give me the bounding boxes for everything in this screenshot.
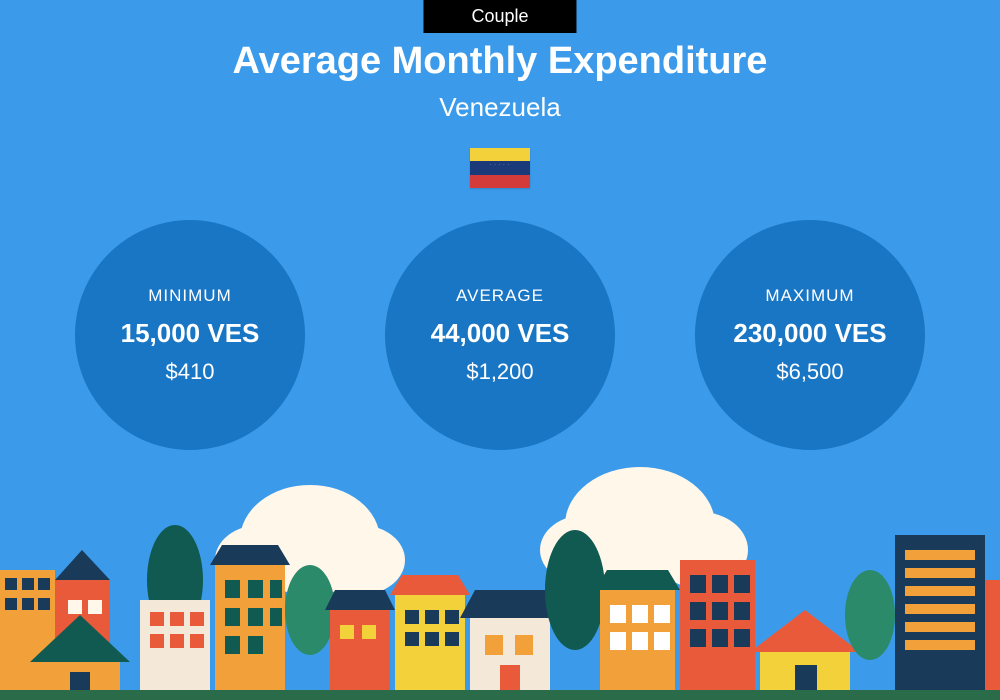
stat-label: AVERAGE (456, 286, 544, 306)
flag-stars: · · · · · (470, 163, 530, 167)
flag-stripe-yellow (470, 148, 530, 161)
page-title: Average Monthly Expenditure (0, 40, 1000, 83)
country-subtitle: Venezuela (0, 92, 1000, 123)
stat-amount: 15,000 VES (121, 318, 260, 349)
stat-usd: $410 (166, 359, 215, 385)
stat-circle-minimum: MINIMUM 15,000 VES $410 (75, 220, 305, 450)
category-badge: Couple (423, 0, 576, 33)
flag-stripe-blue: · · · · · (470, 161, 530, 174)
stat-circle-average: AVERAGE 44,000 VES $1,200 (385, 220, 615, 450)
stat-amount: 230,000 VES (733, 318, 886, 349)
stat-amount: 44,000 VES (431, 318, 570, 349)
stat-usd: $1,200 (466, 359, 533, 385)
stat-circles: MINIMUM 15,000 VES $410 AVERAGE 44,000 V… (0, 220, 1000, 450)
cityscape-illustration (0, 450, 1000, 700)
stat-label: MINIMUM (148, 286, 231, 306)
flag-icon: · · · · · (470, 148, 530, 188)
flag-stripe-red (470, 175, 530, 188)
stat-usd: $6,500 (776, 359, 843, 385)
stat-label: MAXIMUM (765, 286, 854, 306)
category-badge-text: Couple (471, 6, 528, 26)
stat-circle-maximum: MAXIMUM 230,000 VES $6,500 (695, 220, 925, 450)
